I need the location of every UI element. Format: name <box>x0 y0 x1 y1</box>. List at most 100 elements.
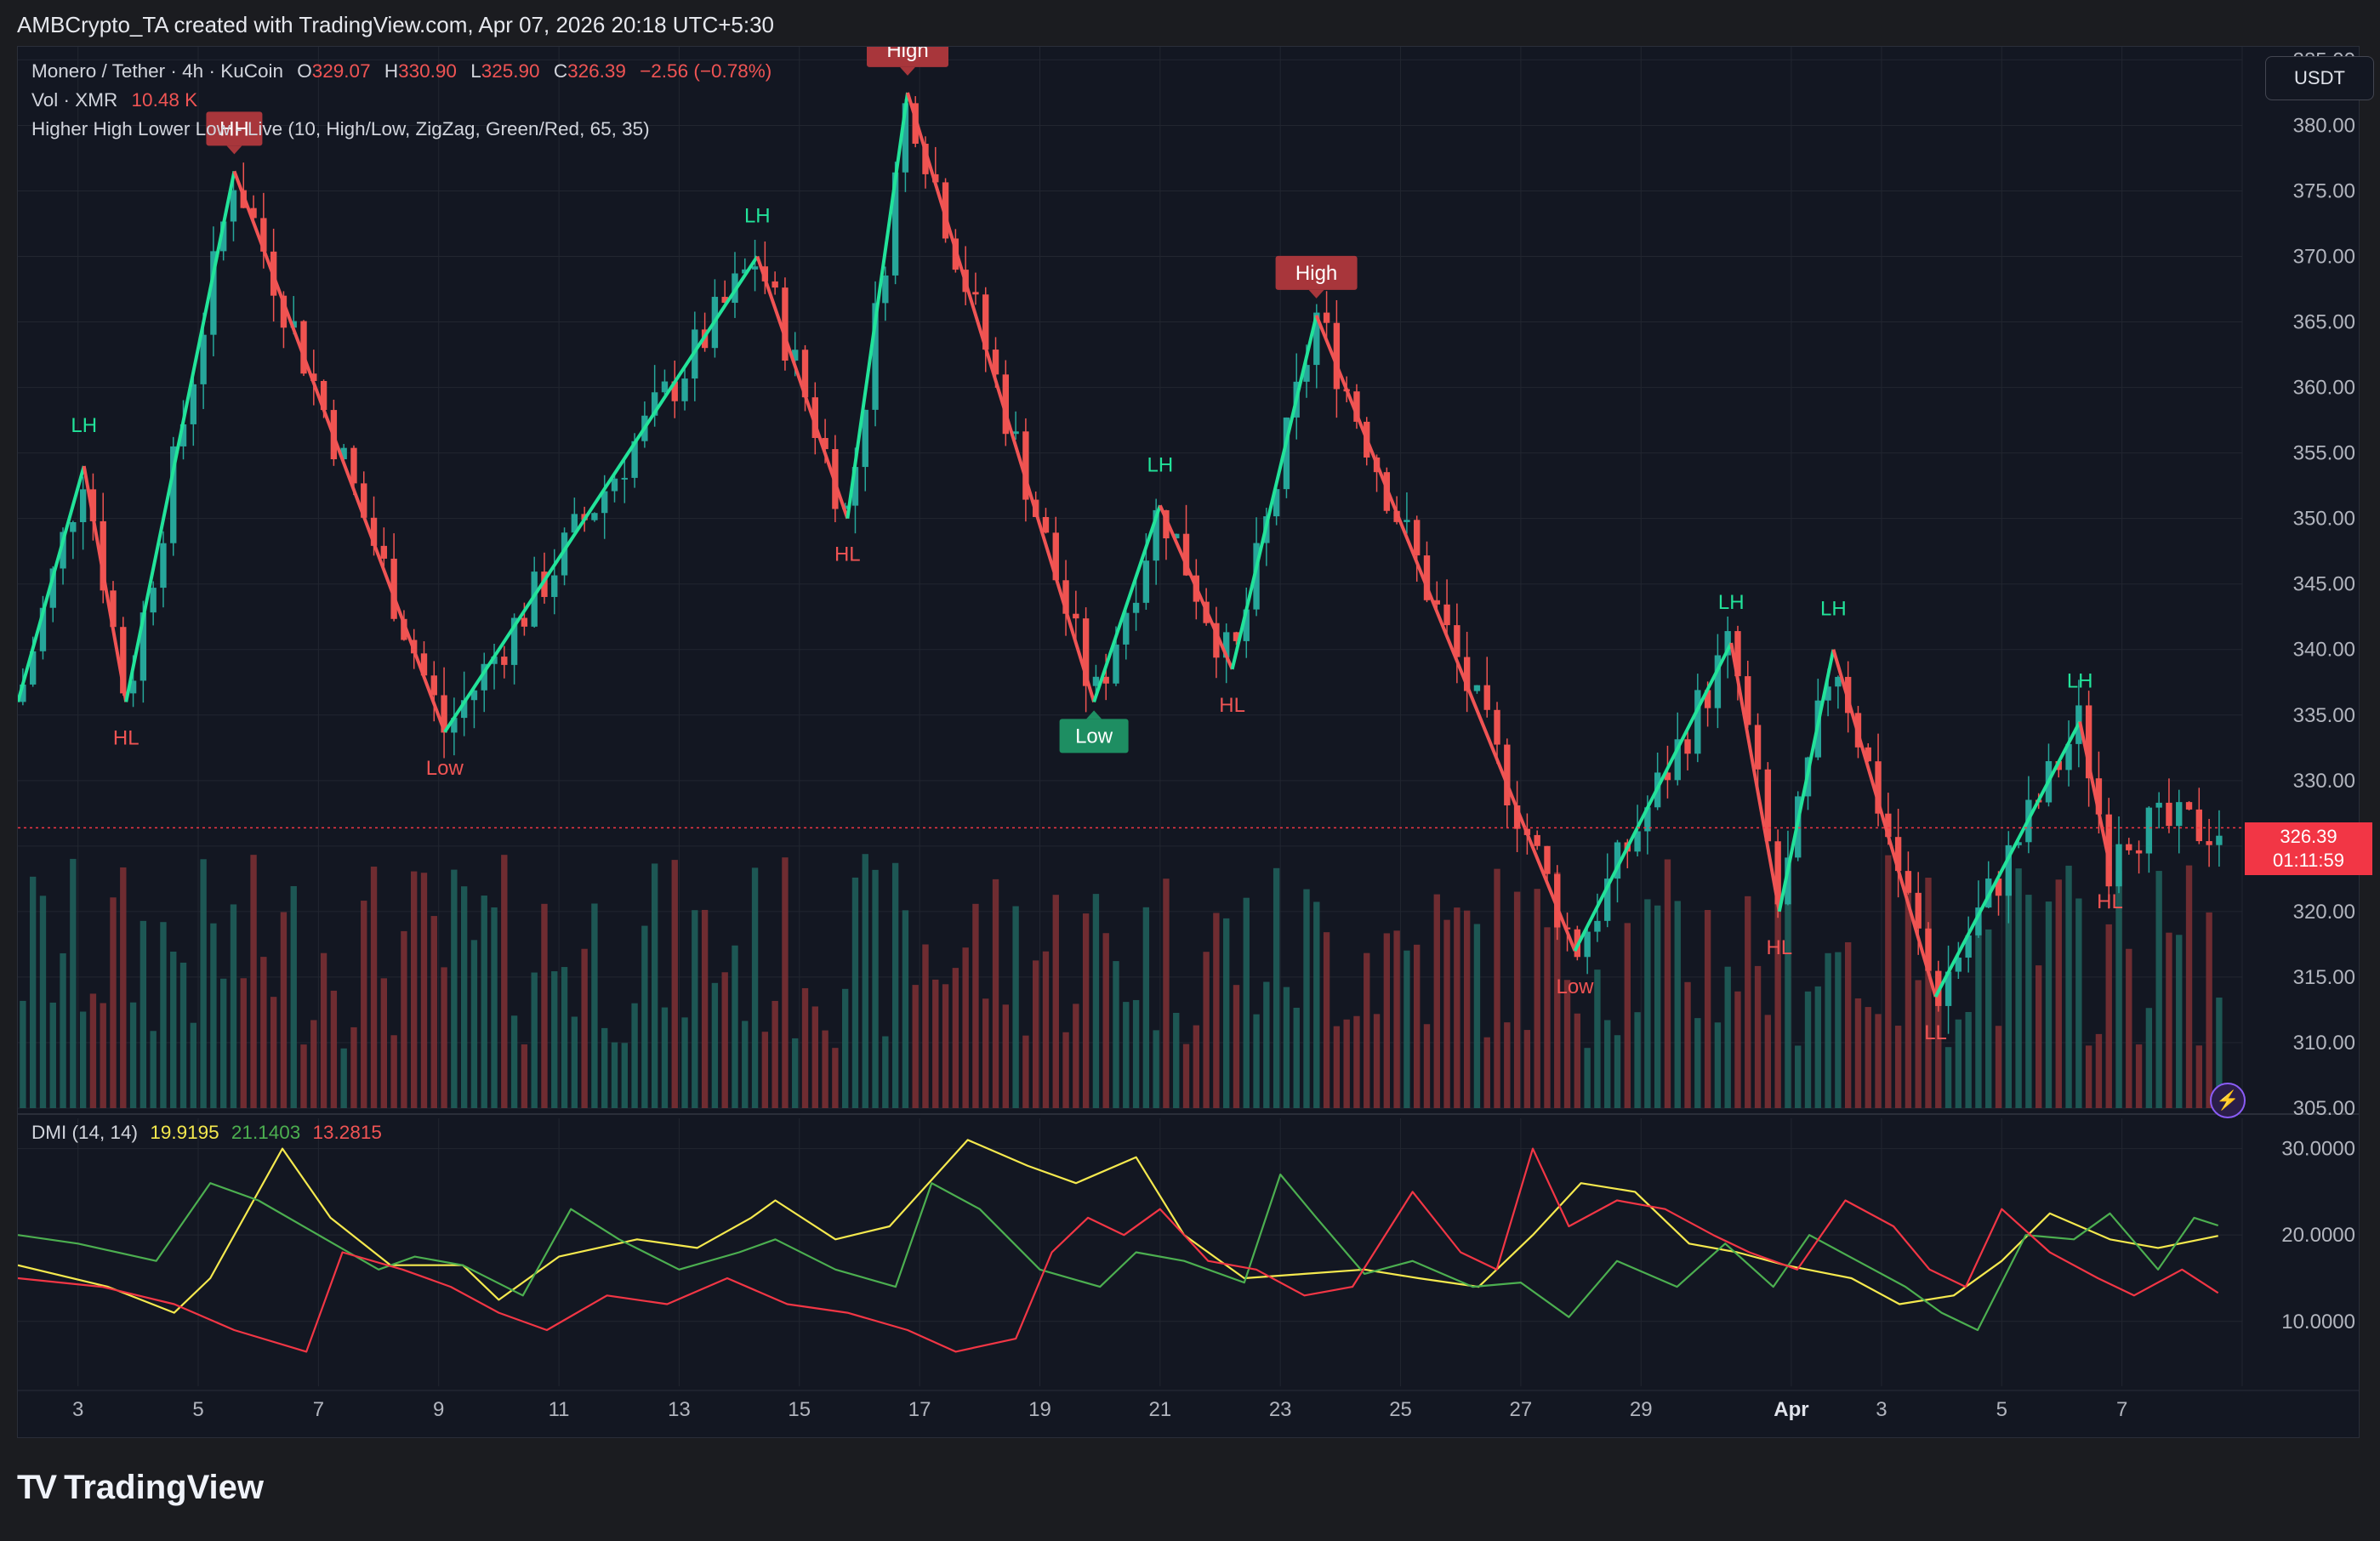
candle-body <box>430 675 437 696</box>
volume-label[interactable]: Vol · XMR <box>31 89 118 111</box>
candle-body <box>1303 365 1310 382</box>
candle-body <box>1182 533 1190 576</box>
chart-panel[interactable]: LH HL HH Low LH HL High Low LH HL High Low LH HL LH LL L… <box>17 46 2374 1438</box>
lightning-alert-icon[interactable]: ⚡ <box>2210 1083 2246 1118</box>
volume-bar <box>962 947 969 1108</box>
candle-body <box>681 378 688 401</box>
volume-bar <box>370 867 378 1108</box>
candle-body <box>1785 857 1791 905</box>
candle-body <box>510 617 518 665</box>
volume-bar <box>1624 923 1631 1108</box>
volume-bar <box>1654 905 1661 1108</box>
candle-body <box>1734 631 1741 677</box>
candle-body <box>1544 845 1551 874</box>
candle-body <box>1664 772 1671 781</box>
pivot-label-text: LH <box>2067 669 2093 692</box>
candle-body <box>220 221 227 252</box>
candle-body <box>982 294 989 350</box>
candle-body <box>891 172 899 276</box>
volume-bar <box>1123 1002 1130 1108</box>
tradingview-logo[interactable]: TV TradingView <box>17 1469 264 1507</box>
candle-body <box>1102 676 1109 684</box>
volume-bar <box>1443 919 1450 1108</box>
candle-body <box>1644 807 1651 832</box>
price-chart[interactable]: LHHLHHLowLHHLHighLowLHHLHighLowLHHLLHLLL… <box>18 47 2359 1437</box>
time-axis-label: 19 <box>1028 1398 1051 1421</box>
volume-bar <box>1925 878 1932 1108</box>
candle-body <box>170 446 177 543</box>
volume-bar <box>1935 983 1942 1108</box>
volume-bar <box>952 968 959 1108</box>
volume-bar <box>2145 1008 2153 1108</box>
price-axis-label: 365.00 <box>2293 311 2355 334</box>
open-value: 329.07 <box>311 60 371 82</box>
volume-bar <box>1373 1014 1381 1108</box>
time-axis-label: Apr <box>1774 1398 1808 1421</box>
candle-body <box>1052 532 1059 581</box>
volume-bar <box>1523 1030 1531 1108</box>
candle-body <box>39 607 47 651</box>
candle-body <box>651 392 658 416</box>
candle-body <box>280 295 288 328</box>
volume-bar <box>591 903 598 1108</box>
pivot-label-text: HL <box>1766 936 1792 959</box>
candle-body <box>1694 690 1701 754</box>
pivot-label-text: High <box>1295 262 1337 285</box>
volume-bar <box>1213 913 1220 1108</box>
candle-body <box>79 489 87 523</box>
volume-bar <box>1594 970 1601 1108</box>
candle-body <box>390 558 397 619</box>
time-axis-label: 25 <box>1389 1398 1412 1421</box>
candle-body <box>150 588 157 613</box>
candle-body <box>671 381 678 401</box>
candle-body <box>1253 543 1260 610</box>
candle-body <box>811 397 818 439</box>
pivot-label-pointer <box>1308 289 1324 299</box>
volume-bar <box>70 858 77 1108</box>
candle-body <box>1042 516 1050 533</box>
volume-bar <box>982 998 989 1108</box>
volume-bar <box>350 1026 357 1108</box>
volume-bar <box>2126 948 2132 1108</box>
candle-body <box>2176 802 2183 827</box>
zigzag-up-segment <box>1933 720 2081 998</box>
dmi-label[interactable]: DMI (14, 14) <box>31 1122 139 1143</box>
symbol-name[interactable]: Monero / Tether · 4h · KuCoin <box>31 60 283 82</box>
dmi-axis-label: 30.0000 <box>2281 1138 2355 1161</box>
volume-bar <box>1944 1047 1952 1108</box>
candle-body <box>1283 417 1290 490</box>
candle-body <box>49 568 56 608</box>
volume-bar <box>1674 901 1681 1108</box>
volume-bar <box>2195 1045 2203 1108</box>
dmi-series-line <box>18 1147 2219 1353</box>
pivot-label-text: HH <box>219 117 249 140</box>
volume-bar <box>120 867 127 1108</box>
volume-bar <box>210 923 217 1108</box>
indicator-label[interactable]: Higher High Lower Low - Live (10, High/L… <box>31 118 650 139</box>
candle-body <box>1835 676 1842 687</box>
candle-body <box>661 381 669 393</box>
volume-bar <box>240 978 247 1108</box>
price-axis-label: 340.00 <box>2293 639 2355 662</box>
candle-body <box>1132 602 1140 613</box>
volume-bar <box>692 910 698 1108</box>
volume-bar <box>1132 999 1140 1108</box>
time-axis-label: 7 <box>2116 1398 2127 1421</box>
volume-bar <box>481 896 487 1108</box>
candle-body <box>2206 841 2212 845</box>
volume-bar <box>1814 986 1821 1108</box>
time-axis-label: 13 <box>668 1398 691 1421</box>
volume-bar <box>1383 933 1391 1108</box>
volume-bar <box>2015 868 2022 1108</box>
candle-body <box>1414 520 1421 556</box>
candle-body <box>1483 685 1490 710</box>
candle-body <box>1273 489 1280 517</box>
volume-bar <box>1414 944 1421 1108</box>
currency-button[interactable]: USDT <box>2265 56 2374 100</box>
candle-body <box>631 441 638 478</box>
volume-bar <box>891 862 899 1108</box>
volume-bar <box>681 1017 688 1108</box>
candle-body <box>1704 690 1711 708</box>
candle-body <box>70 522 77 532</box>
volume-bar <box>390 1035 397 1108</box>
